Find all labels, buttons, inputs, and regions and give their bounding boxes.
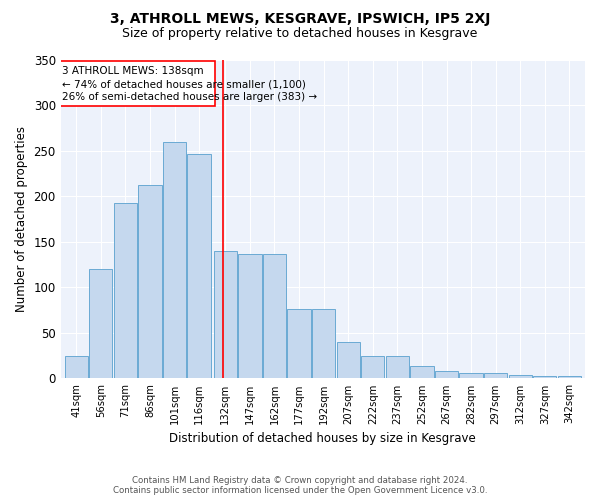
Bar — [214, 251, 237, 378]
Bar — [263, 254, 286, 378]
Text: 3 ATHROLL MEWS: 138sqm: 3 ATHROLL MEWS: 138sqm — [62, 66, 204, 76]
Text: Contains HM Land Registry data © Crown copyright and database right 2024.
Contai: Contains HM Land Registry data © Crown c… — [113, 476, 487, 495]
Bar — [287, 310, 311, 378]
Bar — [460, 373, 483, 378]
Text: 26% of semi-detached houses are larger (383) →: 26% of semi-detached houses are larger (… — [62, 92, 317, 102]
Bar — [509, 375, 532, 378]
Bar — [139, 184, 161, 378]
Text: Size of property relative to detached houses in Kesgrave: Size of property relative to detached ho… — [122, 28, 478, 40]
Bar — [435, 371, 458, 378]
Text: 3, ATHROLL MEWS, KESGRAVE, IPSWICH, IP5 2XJ: 3, ATHROLL MEWS, KESGRAVE, IPSWICH, IP5 … — [110, 12, 490, 26]
Bar — [114, 203, 137, 378]
Bar — [312, 310, 335, 378]
Bar — [558, 376, 581, 378]
Bar — [410, 366, 434, 378]
Text: ← 74% of detached houses are smaller (1,100): ← 74% of detached houses are smaller (1,… — [62, 79, 306, 89]
Bar — [187, 154, 211, 378]
FancyBboxPatch shape — [59, 61, 215, 106]
Bar — [65, 356, 88, 378]
Bar — [386, 356, 409, 378]
Bar — [533, 376, 556, 378]
Bar — [337, 342, 360, 378]
Bar — [238, 254, 262, 378]
X-axis label: Distribution of detached houses by size in Kesgrave: Distribution of detached houses by size … — [169, 432, 476, 445]
Y-axis label: Number of detached properties: Number of detached properties — [15, 126, 28, 312]
Bar — [361, 356, 385, 378]
Bar — [484, 373, 508, 378]
Bar — [89, 270, 112, 378]
Bar — [163, 142, 186, 378]
